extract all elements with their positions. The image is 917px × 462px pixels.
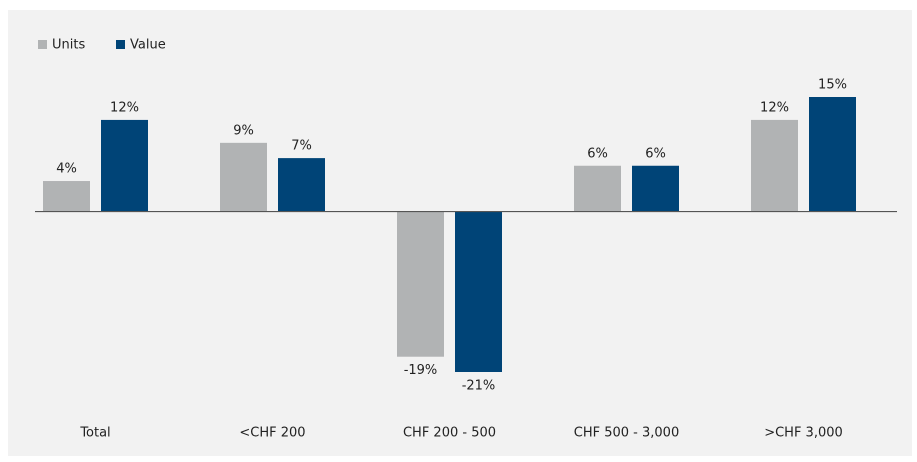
x-tick-label: >CHF 3,000 [764, 426, 843, 441]
bar [574, 165, 621, 212]
value-label: 6% [587, 146, 608, 161]
legend-swatch [116, 40, 125, 49]
value-label: 6% [645, 146, 666, 161]
x-tick-label: Total [79, 426, 110, 441]
bar [278, 158, 325, 212]
bar [632, 165, 679, 212]
value-label: 12% [760, 100, 789, 115]
value-label: -19% [404, 363, 438, 378]
x-tick-label: CHF 500 - 3,000 [574, 426, 679, 441]
bar [220, 142, 267, 212]
value-label: 15% [818, 78, 847, 93]
value-label: 12% [110, 100, 139, 115]
bar [397, 211, 444, 357]
value-label: 9% [233, 123, 254, 138]
bar [101, 119, 148, 212]
legend-label: Units [52, 38, 85, 53]
legend-label: Value [130, 38, 166, 53]
x-tick-label: <CHF 200 [239, 426, 305, 441]
bar [809, 97, 856, 212]
x-tick-label: CHF 200 - 500 [403, 426, 496, 441]
bar [455, 211, 502, 372]
value-label: -21% [462, 379, 496, 394]
bar [43, 181, 90, 212]
legend-swatch [38, 40, 47, 49]
bar [751, 119, 798, 212]
value-label: 4% [56, 162, 77, 177]
value-label: 7% [291, 139, 312, 154]
